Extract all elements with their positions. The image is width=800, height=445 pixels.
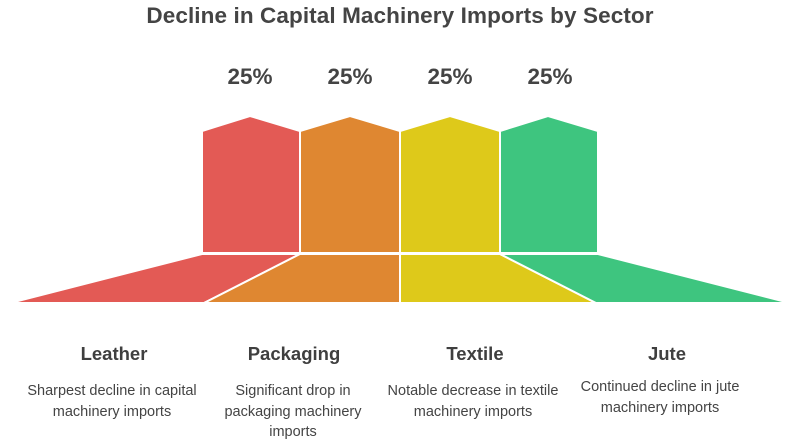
leather-percent: 25% [227,64,273,89]
jute-upper-shape [499,114,599,254]
packaging-percent: 25% [327,64,373,89]
packaging-upper-shape [299,114,401,254]
jute-description: Continued decline in jute machinery impo… [580,379,740,416]
textile-label: Textile [446,343,504,364]
jute-base-shape [499,253,791,304]
packaging-description: Significant drop in packaging machinery … [224,383,362,440]
page-title: Decline in Capital Machinery Imports by … [146,3,654,28]
textile-percent: 25% [427,64,473,89]
textile-upper-shape [399,114,501,254]
leather-upper-shape [201,114,301,254]
leather-label: Leather [80,343,148,364]
jute-percent: 25% [527,64,573,89]
textile-description: Notable decrease in textile machinery im… [387,383,559,420]
leather-description: Sharpest decline in capital machinery im… [27,383,197,420]
packaging-label: Packaging [247,343,341,364]
jute-label: Jute [647,343,687,364]
